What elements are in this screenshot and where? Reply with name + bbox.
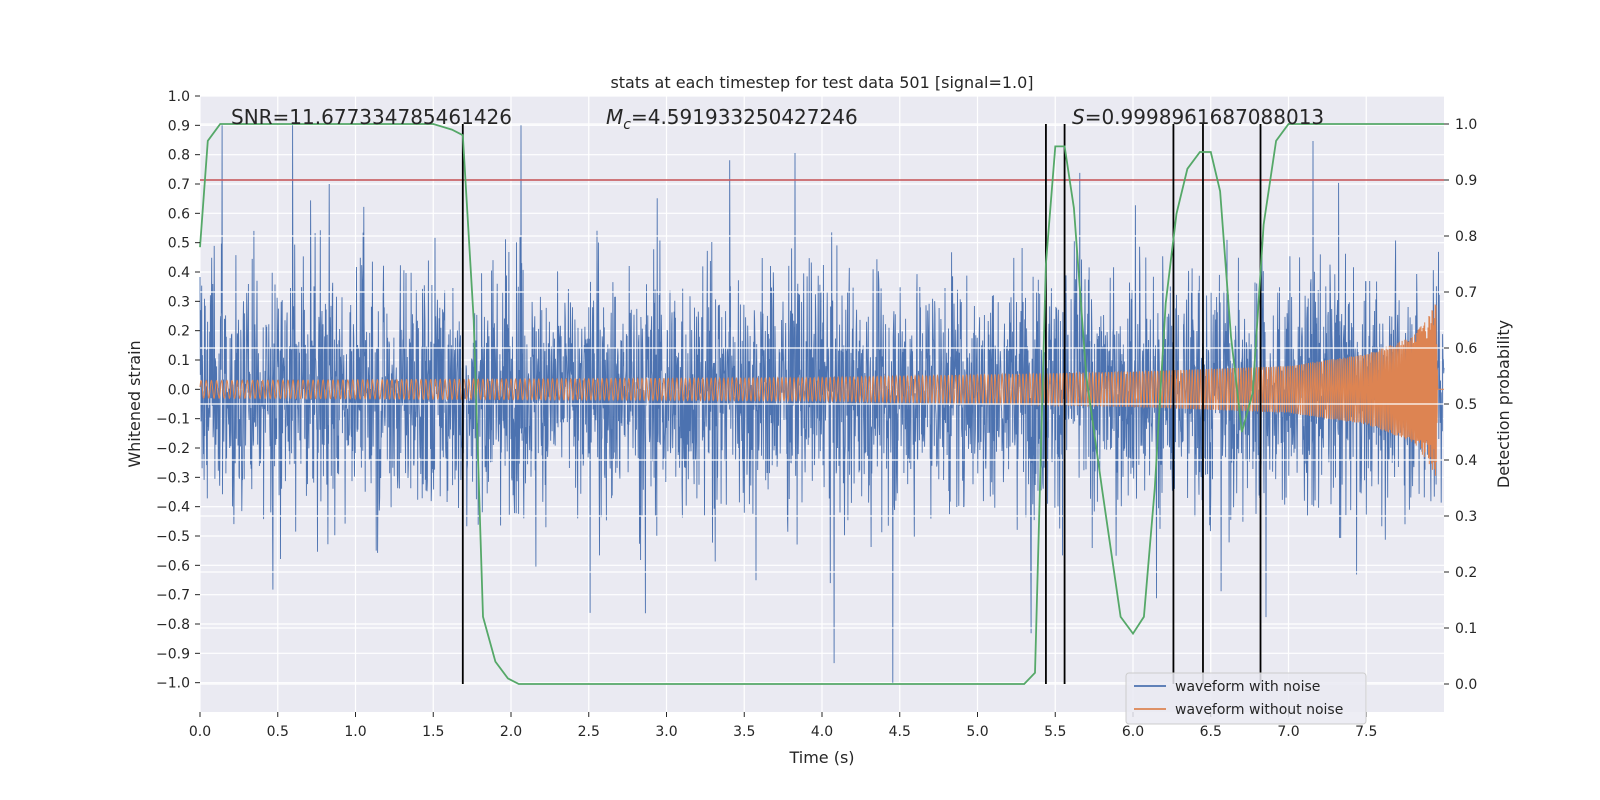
y-tick-label-15: −0.5 (156, 529, 190, 545)
chirp-mass-annotation: Mc=4.591933250427246 (606, 105, 858, 133)
y-tick-label-6: 0.4 (168, 265, 190, 281)
detection-probability-line (199, 123, 1444, 685)
y-tick-label-14: −0.4 (156, 500, 190, 516)
y-tick-label-12: −0.2 (156, 441, 190, 457)
snr-annotation: SNR=11.677334785461426 (231, 105, 512, 129)
y-tick-label-13: −0.3 (156, 470, 190, 486)
significance-symbol: S (1072, 105, 1085, 129)
y-tick-label-3: 0.7 (168, 177, 190, 193)
y-tick-label-18: −0.8 (156, 617, 190, 633)
waveform-without-noise-series (199, 304, 1444, 476)
y-axis-label: Whitened strain (125, 340, 144, 467)
y2-tick-label-4: 0.6 (1455, 341, 1477, 357)
y-tick-label-0: 1.0 (168, 89, 190, 105)
x-tick-label-9: 4.5 (889, 724, 911, 740)
waveform-without-noise-line (199, 304, 1444, 476)
y-tick-label-9: 0.1 (168, 353, 190, 369)
waveform-with-noise-line (199, 125, 1445, 683)
x-tick-label-14: 7.0 (1277, 724, 1299, 740)
y-tick-label-7: 0.3 (168, 294, 190, 310)
y-tick-label-10: 0.0 (168, 382, 190, 398)
y2-tick-label-9: 0.1 (1455, 621, 1477, 637)
x-tick-label-11: 5.5 (1044, 724, 1066, 740)
y-tick-label-11: −0.1 (156, 412, 190, 428)
significance-annotation: S=0.9998961687088013 (1072, 105, 1324, 129)
y-tick-label-17: −0.7 (156, 588, 190, 604)
y-gridlines (200, 95, 1444, 684)
y2-tick-label-5: 0.5 (1455, 397, 1477, 413)
legend: waveform with noise waveform without noi… (1125, 672, 1367, 725)
y-axis-ticks: 1.0 0.9 0.8 0.7 0.6 0.5 0.4 0.3 0.2 0.1 0.0 −0.1 −0.… (156, 89, 200, 692)
chirp-mass-symbol: M (606, 105, 623, 129)
significance-value: =0.9998961687088013 (1085, 105, 1324, 129)
y2-tick-label-10: 0.0 (1455, 677, 1477, 693)
y2-tick-label-6: 0.4 (1455, 453, 1477, 469)
y-tick-label-16: −0.6 (156, 558, 190, 574)
y2-tick-label-0: 1.0 (1455, 117, 1477, 133)
y-tick-label-4: 0.6 (168, 206, 190, 222)
x-tick-label-15: 7.5 (1355, 724, 1377, 740)
x-tick-label-7: 3.5 (733, 724, 755, 740)
y2-tick-label-3: 0.7 (1455, 285, 1477, 301)
x-tick-label-3: 1.5 (422, 724, 444, 740)
y-tick-label-8: 0.2 (168, 324, 190, 340)
y2-tick-label-8: 0.2 (1455, 565, 1477, 581)
chart-title: stats at each timestep for test data 501… (610, 73, 1033, 92)
legend-label-waveform-without-noise: waveform without noise (1175, 702, 1343, 718)
x-tick-label-2: 1.0 (344, 724, 366, 740)
x-tick-label-13: 6.5 (1200, 724, 1222, 740)
chirp-mass-value: =4.591933250427246 (631, 105, 858, 129)
x-tick-label-5: 2.5 (578, 724, 600, 740)
x-tick-label-0: 0.0 (189, 724, 211, 740)
x-axis-ticks: 0.0 0.5 1.0 1.5 2.0 2.5 3.0 3.5 4.0 4.5 5.0 5.5 6.0 6… (189, 712, 1377, 740)
chirp-mass-subscript: c (623, 117, 631, 133)
x-tick-label-10: 5.0 (966, 724, 988, 740)
y2-tick-label-2: 0.8 (1455, 229, 1477, 245)
x-tick-label-4: 2.0 (500, 724, 522, 740)
legend-label-waveform-with-noise: waveform with noise (1175, 679, 1320, 695)
y2-axis-ticks: 1.0 0.9 0.8 0.7 0.6 0.5 0.4 0.3 0.2 0.1 0.0 (1444, 117, 1477, 693)
x-axis-label: Time (s) (788, 748, 854, 767)
vertical-markers (461, 124, 1262, 684)
waveform-with-noise-series (199, 125, 1445, 683)
y2-axis-label: Detection probability (1494, 320, 1513, 488)
y-tick-label-5: 0.5 (168, 236, 190, 252)
y-tick-label-1: 0.9 (168, 118, 190, 134)
x-tick-label-12: 6.0 (1122, 724, 1144, 740)
legend-box (1125, 672, 1367, 725)
x-tick-label-1: 0.5 (267, 724, 289, 740)
x-tick-label-8: 4.0 (811, 724, 833, 740)
y2-tick-label-7: 0.3 (1455, 509, 1477, 525)
x-tick-label-6: 3.0 (655, 724, 677, 740)
y2-tick-label-1: 0.9 (1455, 173, 1477, 189)
y-tick-label-2: 0.8 (168, 148, 190, 164)
y-tick-label-19: −0.9 (156, 646, 190, 662)
y-tick-label-20: −1.0 (156, 676, 190, 692)
